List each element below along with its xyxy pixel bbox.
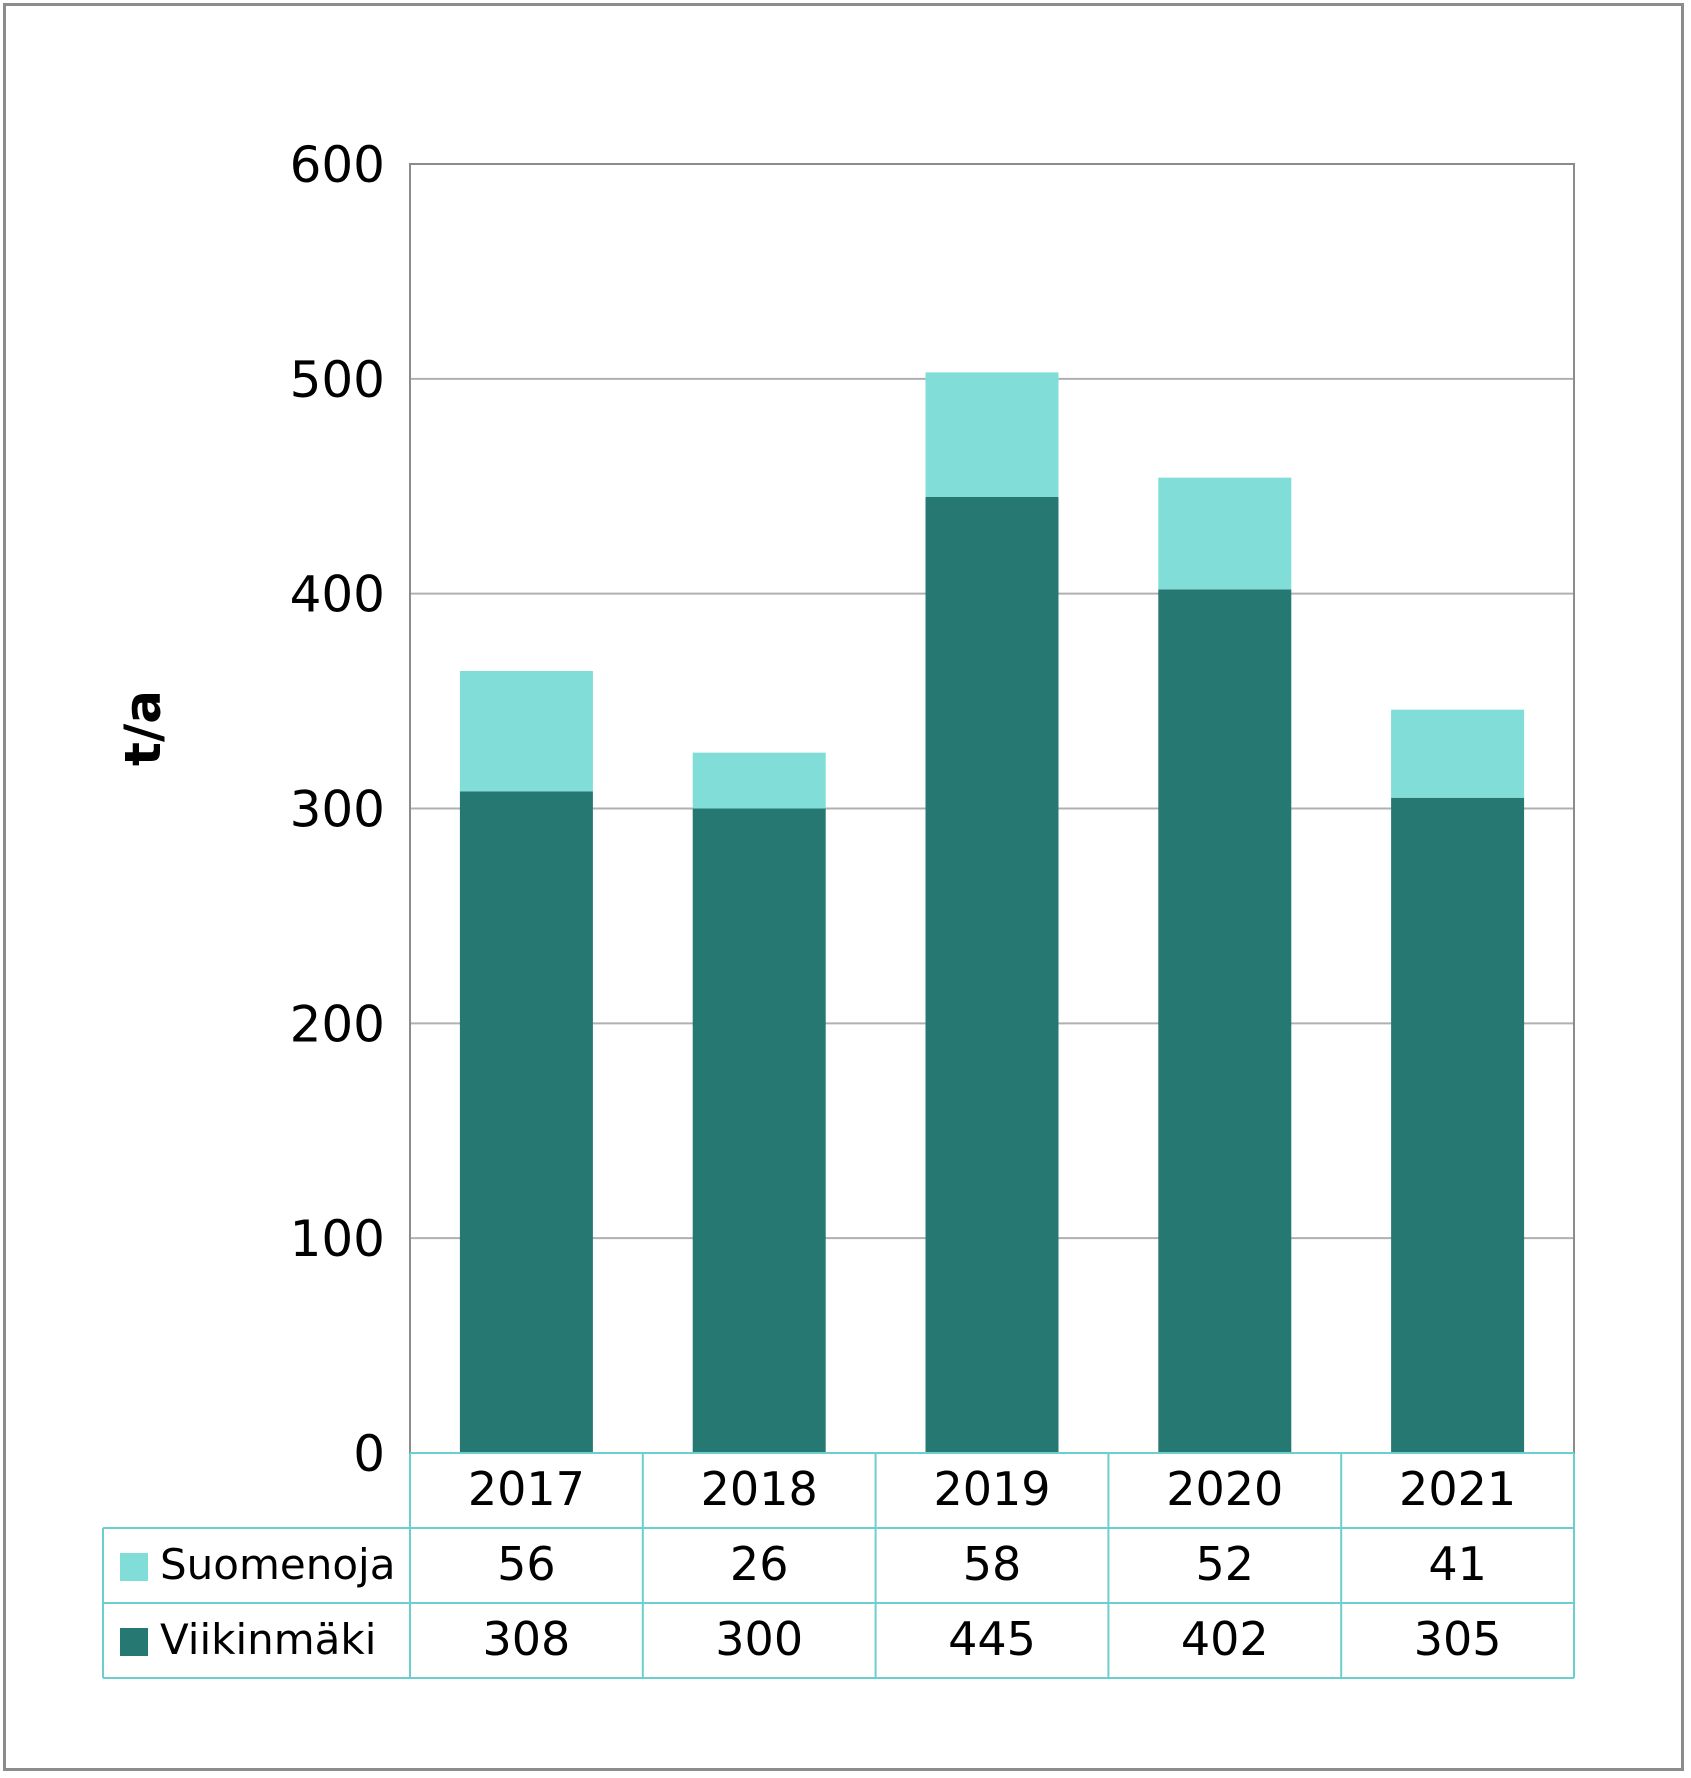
bar-segment-suomenoja [1158,477,1292,590]
bar-segment-viikinmaki [925,496,1059,1453]
y-axis-ticks: 0 100 200 300 400 500 600 [290,136,385,1483]
y-tick-label: 300 [290,781,385,839]
table-value: 56 [497,1537,556,1591]
x-category-label: 2017 [468,1462,585,1516]
x-category-label: 2021 [1399,1462,1516,1516]
y-tick-label: 100 [290,1210,385,1268]
bar-segment-viikinmaki [459,791,593,1453]
bars [459,372,1525,1453]
table-value: 58 [963,1537,1022,1591]
table-value: 26 [730,1537,789,1591]
x-category-label: 2020 [1166,1462,1283,1516]
bar-segment-suomenoja [692,752,826,809]
table-value: 445 [948,1612,1036,1666]
y-tick-label: 200 [290,995,385,1053]
bar-segment-viikinmaki [1158,589,1292,1453]
table-value: 300 [715,1612,803,1666]
legend-swatch [120,1628,148,1656]
table-value: 308 [482,1612,570,1666]
x-category-label: 2018 [701,1462,818,1516]
y-tick-label: 500 [290,351,385,409]
bar-segment-suomenoja [1391,709,1525,798]
data-table: 2017 2018 2019 2020 2021 Suomenoja 56 26 58 52 41 V… [102,1452,1575,1679]
table-value: 402 [1181,1612,1269,1666]
y-axis-title: t/a [114,690,172,766]
table-value: 41 [1428,1537,1487,1591]
bar-segment-suomenoja [925,372,1059,497]
y-tick-label: 400 [290,566,385,624]
bar-segment-suomenoja [459,671,593,792]
y-tick-label: 600 [290,136,385,194]
bar-segment-viikinmaki [692,808,826,1453]
table-value: 305 [1414,1612,1502,1666]
bar-segment-viikinmaki [1391,797,1525,1453]
table-value: 52 [1196,1537,1255,1591]
y-tick-label: 0 [353,1425,385,1483]
legend-swatch [120,1553,148,1581]
legend-label: Viikinmäki [160,1615,376,1664]
legend-label: Suomenoja [160,1540,395,1589]
x-category-label: 2019 [933,1462,1050,1516]
